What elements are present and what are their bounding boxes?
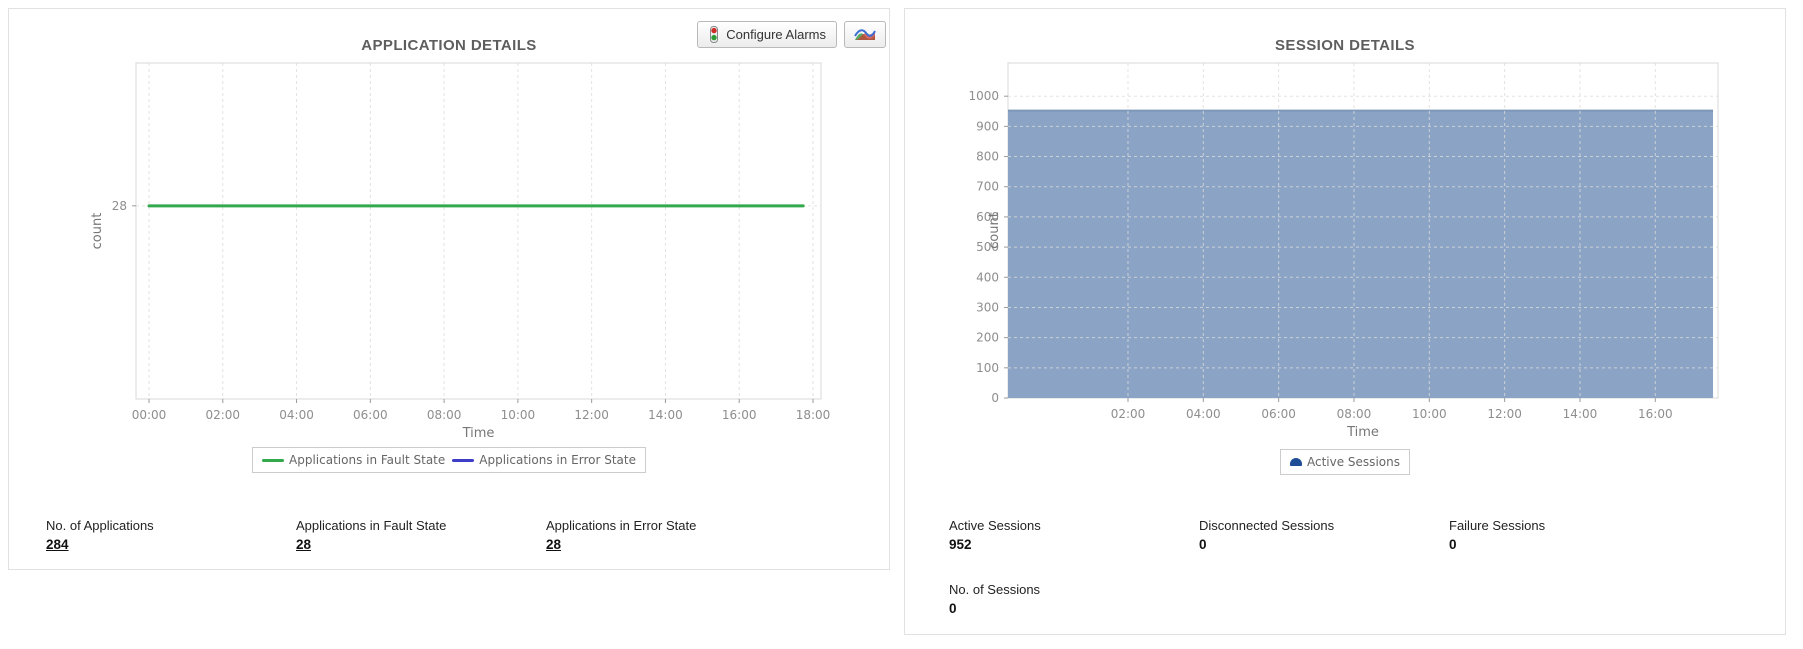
svg-text:600: 600 [976, 210, 999, 224]
svg-text:10:00: 10:00 [501, 408, 536, 422]
stat-label: Active Sessions [949, 518, 1041, 533]
line-chart-canvas[interactable]: 00:00 02:00 04:00 06:00 08:00 10:00 12:00 14:00… [17, 54, 847, 449]
legend-item[interactable]: Applications in Error State [452, 453, 636, 467]
svg-text:Time: Time [462, 426, 495, 441]
stat-value[interactable]: 284 [46, 537, 69, 552]
configure-alarms-label: Configure Alarms [726, 27, 826, 42]
svg-text:06:00: 06:00 [353, 408, 388, 422]
area-marker-icon [1290, 458, 1302, 466]
stat-item: Active Sessions 952 [949, 518, 1199, 552]
svg-text:28: 28 [112, 199, 127, 213]
svg-text:500: 500 [976, 240, 999, 254]
application-details-panel: Configure Alarms APPLICATION DETAILS 00:… [8, 8, 890, 570]
stat-item: No. of Applications 284 [46, 518, 296, 552]
svg-text:14:00: 14:00 [1563, 407, 1598, 421]
svg-text:200: 200 [976, 331, 999, 345]
traffic-light-icon [710, 26, 719, 43]
app-chart-legend-row: Applications in Fault State Applications … [9, 447, 889, 473]
stat-value: 0 [1449, 537, 1457, 552]
legend-label: Applications in Fault State [289, 453, 446, 467]
svg-text:02:00: 02:00 [205, 408, 240, 422]
stat-value: 952 [949, 537, 972, 552]
session-panel-title: SESSION DETAILS [1275, 37, 1415, 54]
svg-text:08:00: 08:00 [1337, 407, 1372, 421]
session-details-chart[interactable]: 02:00 04:00 06:00 08:00 10:00 12:00 14:00 16:00… [913, 54, 1773, 454]
svg-text:800: 800 [976, 150, 999, 164]
stat-item: No. of Sessions 0 [949, 582, 1199, 616]
stat-value[interactable]: 28 [546, 537, 562, 552]
stat-label: No. of Sessions [949, 582, 1041, 597]
area-chart-icon [854, 29, 876, 40]
svg-text:00:00: 00:00 [132, 408, 167, 422]
svg-text:14:00: 14:00 [648, 408, 683, 422]
stat-item: Applications in Error State 28 [546, 518, 796, 552]
svg-text:0: 0 [991, 391, 999, 405]
svg-text:12:00: 12:00 [1487, 407, 1522, 421]
application-details-chart[interactable]: 00:00 02:00 04:00 06:00 08:00 10:00 12:00 14:00… [17, 54, 847, 454]
svg-text:400: 400 [976, 270, 999, 284]
svg-text:18:00: 18:00 [796, 408, 831, 422]
session-chart-legend-row: Active Sessions [905, 449, 1785, 475]
stat-item: Applications in Fault State 28 [296, 518, 546, 552]
svg-text:04:00: 04:00 [279, 408, 314, 422]
stat-label: Applications in Fault State [296, 518, 447, 533]
legend-item[interactable]: Applications in Fault State [262, 453, 445, 467]
session-stats: Active Sessions 952 Disconnected Sessions 0… [949, 518, 1739, 616]
svg-text:10:00: 10:00 [1412, 407, 1447, 421]
svg-text:count: count [987, 212, 1002, 249]
app-chart-legend: Applications in Fault State Applications … [252, 447, 646, 473]
stat-value: 0 [1199, 537, 1207, 552]
stat-item: Failure Sessions 0 [1449, 518, 1699, 552]
stat-item: Disconnected Sessions 0 [1199, 518, 1449, 552]
area-chart-canvas[interactable]: 02:00 04:00 06:00 08:00 10:00 12:00 14:00 16:00… [913, 54, 1773, 449]
configure-alarms-button[interactable]: Configure Alarms [697, 21, 837, 48]
svg-text:16:00: 16:00 [722, 408, 757, 422]
svg-text:16:00: 16:00 [1638, 407, 1673, 421]
svg-text:900: 900 [976, 119, 999, 133]
session-details-panel: SESSION DETAILS 02:00 04:00 06:00 08:00 10:0… [904, 8, 1786, 635]
stat-value[interactable]: 28 [296, 537, 312, 552]
stat-value: 0 [949, 601, 957, 616]
svg-text:08:00: 08:00 [427, 408, 462, 422]
chart-options-button[interactable] [844, 21, 886, 48]
session-chart-legend: Active Sessions [1280, 449, 1410, 475]
app-stats: No. of Applications 284 Applications in Fa… [46, 518, 846, 552]
svg-text:100: 100 [976, 361, 999, 375]
svg-text:04:00: 04:00 [1186, 407, 1221, 421]
svg-text:12:00: 12:00 [574, 408, 609, 422]
svg-text:1000: 1000 [968, 89, 999, 103]
legend-item[interactable]: Active Sessions [1290, 455, 1400, 469]
svg-text:count: count [90, 213, 105, 250]
stat-label: Failure Sessions [1449, 518, 1546, 533]
svg-text:300: 300 [976, 300, 999, 314]
svg-text:700: 700 [976, 180, 999, 194]
svg-text:Time: Time [1346, 425, 1379, 440]
line-marker-icon [452, 458, 475, 462]
app-panel-title: APPLICATION DETAILS [361, 37, 537, 54]
line-marker-icon [262, 458, 285, 462]
legend-label: Active Sessions [1307, 455, 1400, 469]
stat-label: No. of Applications [46, 518, 154, 533]
stat-label: Applications in Error State [546, 518, 697, 533]
svg-text:02:00: 02:00 [1111, 407, 1146, 421]
svg-text:06:00: 06:00 [1261, 407, 1296, 421]
legend-label: Applications in Error State [479, 453, 636, 467]
stat-label: Disconnected Sessions [1199, 518, 1335, 533]
